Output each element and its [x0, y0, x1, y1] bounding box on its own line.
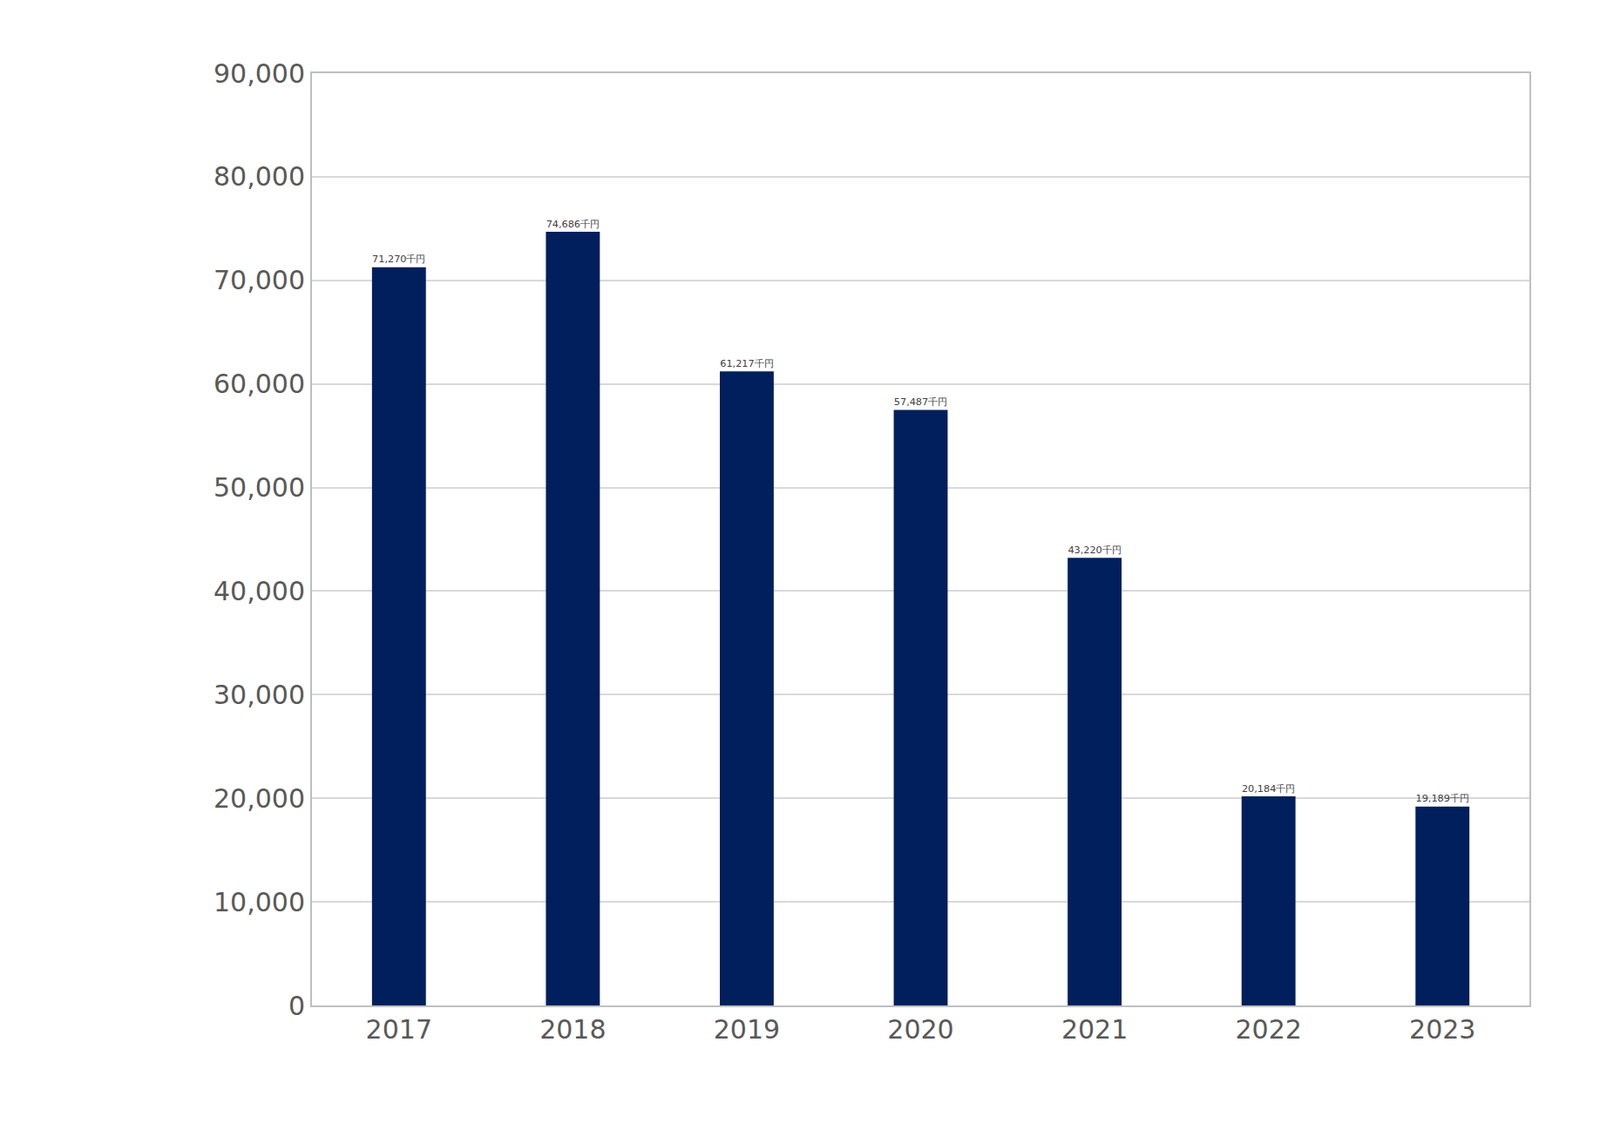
- svg-text:60,000: 60,000: [213, 368, 306, 400]
- svg-text:70,000: 70,000: [213, 264, 306, 296]
- svg-text:80,000: 80,000: [213, 161, 306, 192]
- svg-text:50,000: 50,000: [213, 472, 306, 503]
- svg-text:74,686千円: 74,686千円: [546, 218, 600, 231]
- svg-text:0: 0: [288, 990, 306, 1022]
- svg-text:30,000: 30,000: [213, 679, 306, 711]
- svg-text:40,000: 40,000: [213, 576, 306, 607]
- svg-text:2023: 2023: [1409, 1014, 1476, 1045]
- svg-text:19,189千円: 19,189千円: [1416, 793, 1470, 805]
- svg-text:2022: 2022: [1234, 1014, 1302, 1045]
- svg-text:2021: 2021: [1061, 1014, 1128, 1045]
- svg-text:20,000: 20,000: [213, 783, 306, 814]
- svg-text:61,217千円: 61,217千円: [719, 358, 773, 370]
- svg-text:20,184千円: 20,184千円: [1241, 783, 1295, 795]
- svg-text:2017: 2017: [366, 1014, 433, 1045]
- svg-text:90,000: 90,000: [213, 58, 306, 89]
- svg-text:43,220千円: 43,220千円: [1067, 544, 1121, 556]
- svg-text:10,000: 10,000: [213, 887, 306, 918]
- svg-text:2018: 2018: [539, 1014, 606, 1045]
- svg-text:57,487千円: 57,487千円: [894, 396, 948, 408]
- svg-text:2020: 2020: [887, 1014, 954, 1045]
- svg-text:71,270千円: 71,270千円: [372, 253, 426, 265]
- svg-text:2019: 2019: [713, 1014, 780, 1045]
